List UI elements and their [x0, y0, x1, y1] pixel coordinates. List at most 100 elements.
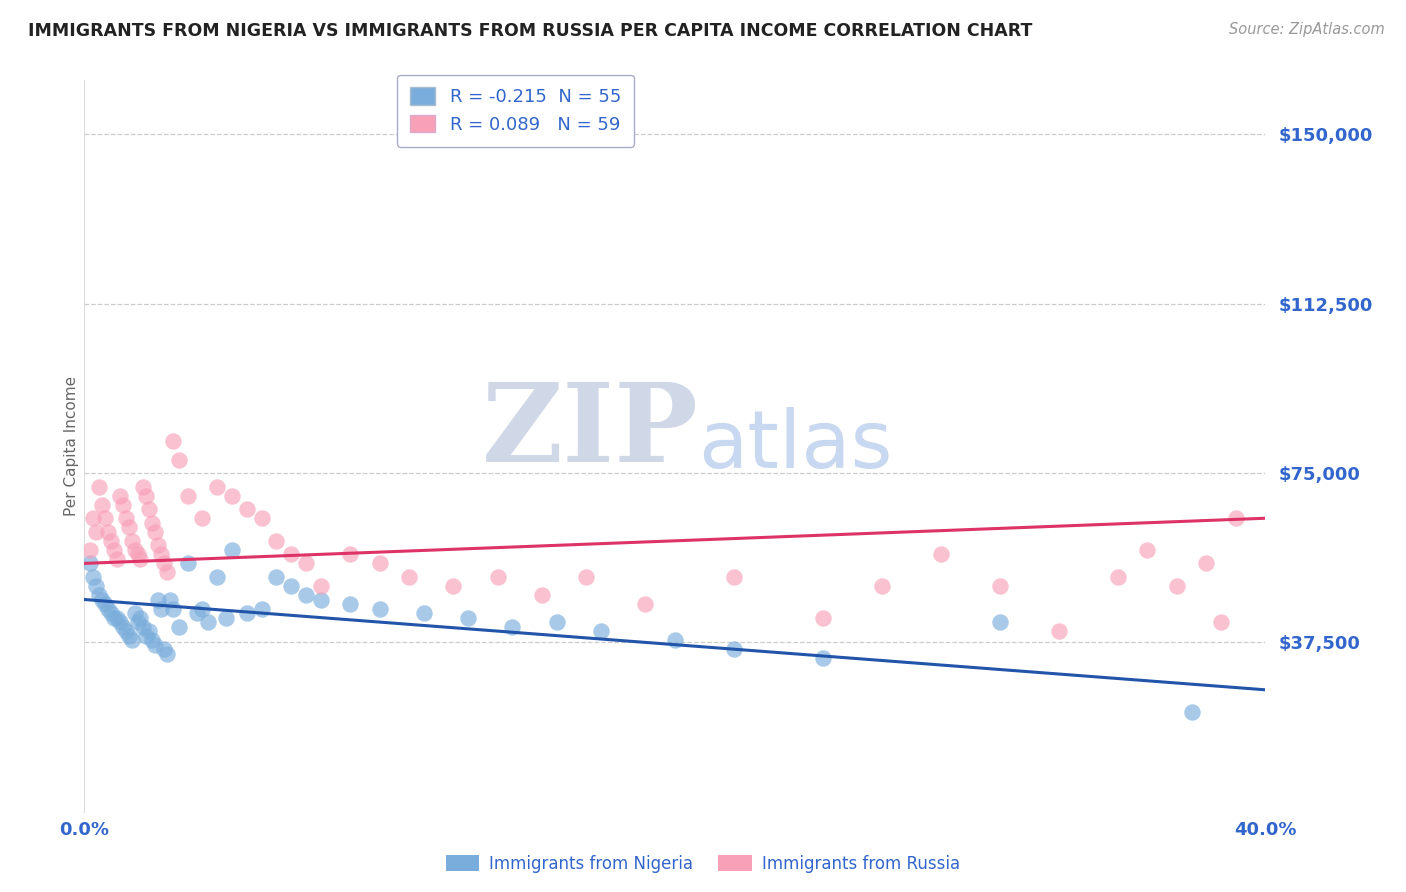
Point — [398, 570, 420, 584]
Point — [124, 606, 146, 620]
Point — [1225, 511, 1247, 525]
Point — [368, 601, 391, 615]
Point — [127, 547, 149, 561]
Point — [339, 547, 361, 561]
Point — [177, 557, 200, 571]
Point — [191, 601, 214, 615]
Point — [111, 619, 134, 633]
Point — [121, 633, 143, 648]
Point — [127, 615, 149, 629]
Point — [150, 547, 173, 561]
Point — [988, 615, 1011, 629]
Point — [266, 533, 288, 548]
Point — [186, 606, 208, 620]
Point — [486, 570, 509, 584]
Point — [108, 615, 131, 629]
Point — [94, 511, 117, 525]
Point — [546, 615, 568, 629]
Point — [1211, 615, 1233, 629]
Point — [664, 633, 686, 648]
Point — [135, 489, 157, 503]
Point — [811, 651, 834, 665]
Point — [150, 601, 173, 615]
Legend: R = -0.215  N = 55, R = 0.089   N = 59: R = -0.215 N = 55, R = 0.089 N = 59 — [398, 75, 634, 146]
Point — [148, 538, 170, 552]
Point — [811, 610, 834, 624]
Point — [105, 610, 128, 624]
Point — [295, 588, 318, 602]
Point — [156, 647, 179, 661]
Point — [280, 547, 302, 561]
Point — [97, 524, 120, 539]
Point — [870, 579, 893, 593]
Point — [221, 489, 243, 503]
Point — [207, 570, 229, 584]
Point — [197, 615, 219, 629]
Point — [97, 601, 120, 615]
Point — [591, 624, 613, 639]
Point — [124, 542, 146, 557]
Point — [236, 502, 259, 516]
Point — [1166, 579, 1188, 593]
Point — [1047, 624, 1070, 639]
Point — [988, 579, 1011, 593]
Point — [82, 570, 104, 584]
Point — [114, 511, 136, 525]
Point — [105, 552, 128, 566]
Point — [177, 489, 200, 503]
Text: IMMIGRANTS FROM NIGERIA VS IMMIGRANTS FROM RUSSIA PER CAPITA INCOME CORRELATION : IMMIGRANTS FROM NIGERIA VS IMMIGRANTS FR… — [28, 22, 1032, 40]
Point — [153, 642, 176, 657]
Point — [634, 597, 657, 611]
Point — [250, 511, 273, 525]
Point — [91, 498, 114, 512]
Legend: Immigrants from Nigeria, Immigrants from Russia: Immigrants from Nigeria, Immigrants from… — [440, 848, 966, 880]
Point — [531, 588, 554, 602]
Point — [295, 557, 318, 571]
Point — [1181, 706, 1204, 720]
Point — [236, 606, 259, 620]
Point — [280, 579, 302, 593]
Point — [114, 624, 136, 639]
Point — [167, 452, 190, 467]
Point — [100, 533, 122, 548]
Point — [84, 579, 107, 593]
Point — [159, 592, 181, 607]
Point — [457, 610, 479, 624]
Point — [575, 570, 598, 584]
Point — [162, 601, 184, 615]
Point — [87, 588, 111, 602]
Point — [156, 566, 179, 580]
Point — [266, 570, 288, 584]
Point — [132, 480, 155, 494]
Point — [143, 638, 166, 652]
Point — [215, 610, 238, 624]
Text: atlas: atlas — [699, 407, 893, 485]
Point — [111, 498, 134, 512]
Point — [82, 511, 104, 525]
Point — [103, 610, 125, 624]
Point — [1136, 542, 1159, 557]
Point — [339, 597, 361, 611]
Point — [118, 520, 141, 534]
Point — [929, 547, 952, 561]
Y-axis label: Per Capita Income: Per Capita Income — [63, 376, 79, 516]
Text: Source: ZipAtlas.com: Source: ZipAtlas.com — [1229, 22, 1385, 37]
Point — [103, 542, 125, 557]
Point — [1107, 570, 1129, 584]
Point — [1195, 557, 1218, 571]
Point — [79, 557, 101, 571]
Point — [79, 542, 101, 557]
Point — [143, 524, 166, 539]
Point — [191, 511, 214, 525]
Point — [221, 542, 243, 557]
Point — [368, 557, 391, 571]
Point — [84, 524, 107, 539]
Point — [141, 516, 163, 530]
Point — [723, 570, 745, 584]
Point — [129, 610, 152, 624]
Point — [162, 434, 184, 449]
Text: ZIP: ZIP — [482, 378, 699, 485]
Point — [108, 489, 131, 503]
Point — [118, 629, 141, 643]
Point — [309, 592, 332, 607]
